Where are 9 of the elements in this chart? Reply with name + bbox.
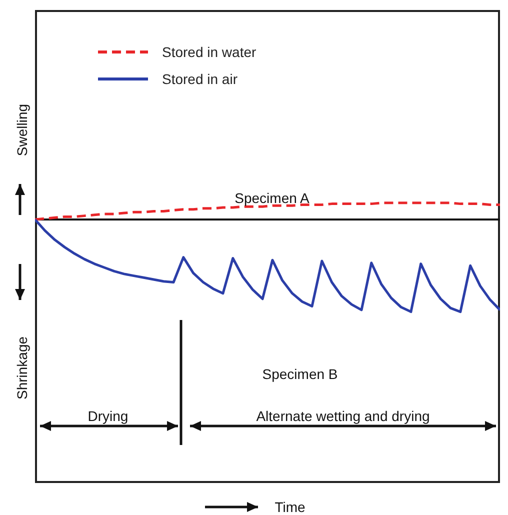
text: Swelling [14,102,30,158]
annotation: Specimen A [234,190,310,206]
text: Time [274,499,306,515]
legend-label: Stored in water [162,44,256,60]
text: Shrinkage [14,335,30,402]
text: Specimen B [261,366,339,382]
legend-label: Stored in air [162,70,238,86]
text: Drying [84,408,132,424]
text: Alternate wetting and drying [253,408,433,424]
